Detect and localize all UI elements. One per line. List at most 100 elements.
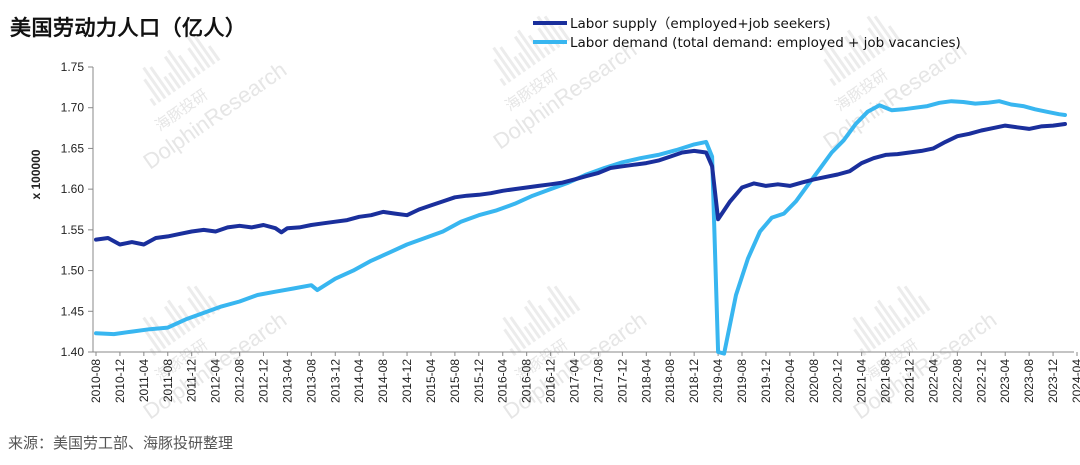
watermark-bar (493, 58, 512, 83)
x-tick-label: 2014-12 (400, 359, 414, 403)
watermark-bar (142, 316, 167, 350)
x-tick-label: 2022-12 (974, 359, 988, 403)
watermark-bar (509, 316, 532, 346)
x-tick-label: 2018-04 (639, 359, 653, 403)
y-axis-label: x 100000 (29, 149, 43, 199)
watermark-bar (166, 299, 191, 333)
x-tick-label: 2019-04 (711, 359, 725, 403)
x-tick-label: 2020-08 (807, 359, 821, 403)
y-tick-label: 1.60 (61, 182, 85, 196)
watermark-bar (187, 47, 206, 72)
watermark-bar (177, 54, 196, 79)
watermark-bar (857, 34, 876, 59)
watermark-bar (917, 295, 931, 312)
x-tick-label: 2021-04 (855, 359, 869, 403)
x-tick-label: 2011-04 (137, 359, 151, 402)
watermark-bar (163, 325, 177, 343)
watermark-bar (186, 35, 211, 69)
watermark-bar (499, 77, 507, 87)
watermark-bar (523, 305, 547, 336)
watermark-bar (492, 46, 517, 80)
x-tick-label: 2014-04 (352, 359, 366, 403)
watermark-bar (873, 46, 881, 56)
watermark-bar (557, 25, 571, 42)
watermark-bar (149, 66, 172, 96)
y-tick-label: 1.70 (61, 101, 85, 115)
x-tick-label: 2023-04 (998, 359, 1012, 403)
x-tick-label: 2020-12 (831, 359, 845, 403)
watermark-bar (547, 297, 566, 322)
source-note: 来源：美国劳工部、海豚投研整理 (8, 434, 234, 452)
watermark-bar (567, 295, 581, 312)
x-tick-label: 2011-08 (161, 359, 175, 402)
x-tick-label: 2015-08 (448, 359, 462, 403)
watermark-bar (873, 325, 887, 343)
y-tick-label: 1.55 (61, 223, 85, 237)
legend-label-supply: Labor supply（employed+job seekers) (570, 16, 831, 32)
x-tick-label: 2016-04 (496, 359, 510, 403)
x-tick-label: 2015-12 (472, 359, 486, 403)
watermark-bar (193, 316, 201, 326)
watermark-bar (867, 27, 886, 52)
x-tick-label: 2010-12 (113, 359, 127, 403)
watermark-bar (503, 328, 522, 353)
watermark-bar (193, 66, 201, 76)
watermark-bar (528, 321, 542, 339)
x-tick-label: 2023-12 (1046, 359, 1060, 403)
watermark-bar (168, 71, 182, 89)
chart-axes: 1.75 1.70 1.65 1.60 1.55 1.50 1.45 1.40 x 100000… (29, 60, 1080, 403)
watermark-bar (513, 55, 527, 73)
watermark-bar (526, 299, 551, 333)
y-tick-label: 1.50 (61, 264, 85, 278)
series-line-demand (94, 99, 1067, 356)
watermark-bar (193, 35, 216, 65)
x-tick-label: 2022-08 (950, 359, 964, 403)
chart-title: 美国劳动力人口（亿人） (10, 16, 247, 40)
watermark-bar (878, 321, 892, 339)
watermark-bar (896, 285, 921, 319)
watermark-bar (523, 325, 537, 343)
x-tick-label: 2017-04 (568, 359, 582, 403)
watermark-bar (897, 297, 916, 322)
watermark-bar (873, 305, 897, 336)
watermark-bar (149, 316, 172, 346)
watermark-bar (516, 29, 541, 63)
x-tick-label: 2020-04 (783, 359, 797, 403)
x-tick-label: 2015-04 (424, 359, 438, 403)
watermark-bar (207, 45, 221, 62)
watermark-bar (553, 316, 561, 326)
x-tick-label: 2024-04 (1070, 359, 1080, 403)
watermark-bar (848, 51, 862, 69)
x-tick-label: 2019-12 (759, 359, 773, 403)
watermark-bar (499, 46, 522, 76)
watermark-bar (193, 285, 216, 315)
watermark-bar (502, 316, 527, 350)
y-tick-label: 1.75 (61, 60, 85, 74)
x-tick-label: 2023-08 (1022, 359, 1036, 403)
legend: Labor supply（employed+job seekers) Labor … (533, 16, 961, 51)
watermark-bar (177, 304, 196, 329)
x-tick-label: 2011-12 (185, 359, 199, 402)
watermark-bar (546, 285, 571, 319)
watermark-bar (537, 27, 556, 52)
x-tick-label: 2014-08 (376, 359, 390, 403)
watermark-bar (163, 75, 177, 93)
x-tick-label: 2012-12 (256, 359, 270, 403)
watermark-bar (876, 299, 901, 333)
x-tick-label: 2019-08 (735, 359, 749, 403)
x-tick-label: 2021-08 (879, 359, 893, 403)
x-tick-label: 2010-08 (89, 359, 103, 403)
series-line-supply (94, 122, 1067, 247)
y-tick-label: 1.65 (61, 141, 85, 155)
watermark-bar (829, 77, 837, 87)
watermark-bar (537, 304, 556, 329)
watermark-bar (846, 29, 871, 63)
legend-label-demand: Labor demand (total demand: employed + j… (570, 35, 961, 51)
watermark-bar (513, 35, 537, 66)
watermark-bar (823, 58, 842, 83)
watermark-bar (166, 49, 191, 83)
watermark-bar (859, 316, 882, 346)
watermark-bar (903, 285, 926, 315)
